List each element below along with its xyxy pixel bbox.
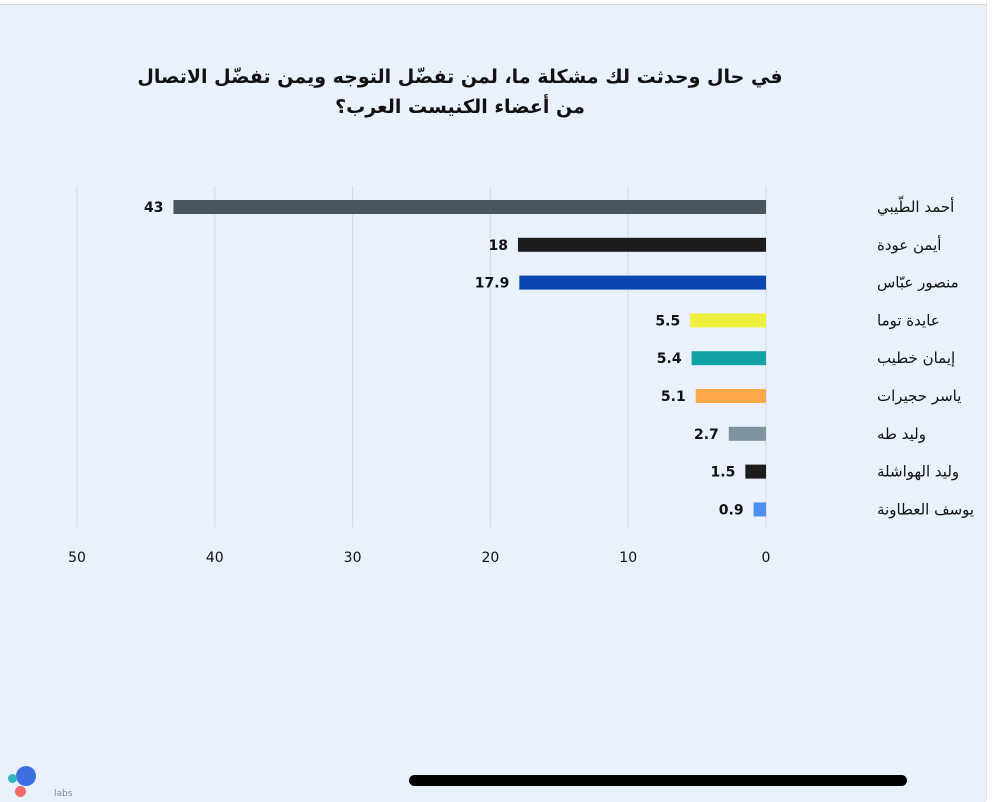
category-label: يوسف العطاونة bbox=[877, 500, 974, 518]
data-label: 43 bbox=[144, 200, 163, 216]
category-label: منصور عبّاس bbox=[877, 274, 959, 292]
data-label: 5.4 bbox=[657, 351, 682, 367]
bar bbox=[519, 275, 766, 290]
category-label: أحمد الطّيبي bbox=[877, 196, 954, 217]
x-tick-label: 40 bbox=[206, 550, 224, 566]
category-label: أيمن عودة bbox=[877, 235, 941, 254]
category-label: إيمان خطيب bbox=[877, 349, 955, 367]
bar bbox=[691, 351, 766, 366]
bar bbox=[517, 237, 766, 252]
bar bbox=[690, 313, 766, 328]
data-label: 5.1 bbox=[661, 389, 686, 405]
bar bbox=[728, 426, 766, 441]
home-indicator[interactable] bbox=[409, 775, 907, 786]
chart-title: في حال وحدثت لك مشكلة ما، لمن تفضّل التو… bbox=[137, 66, 783, 118]
data-label: 0.9 bbox=[719, 502, 744, 518]
data-label: 5.5 bbox=[655, 313, 680, 329]
category-label: وليد طه bbox=[877, 425, 926, 443]
data-label: 17.9 bbox=[475, 276, 510, 292]
window-edge bbox=[986, 0, 997, 801]
x-tick-label: 0 bbox=[762, 550, 771, 566]
category-label: ياسر حجيرات bbox=[877, 387, 961, 405]
chart-card bbox=[0, 4, 986, 802]
bar bbox=[173, 200, 766, 214]
data-label: 2.7 bbox=[694, 427, 719, 443]
data-label: 18 bbox=[488, 238, 507, 254]
x-axis-ticks: 0 10 20 30 40 50 bbox=[68, 550, 770, 566]
brand-logo-icon bbox=[6, 764, 40, 800]
bar bbox=[753, 502, 766, 517]
bar bbox=[695, 389, 766, 403]
category-labels: أحمد الطّيبي أيمن عودة منصور عبّاس عايدة تو… bbox=[877, 196, 974, 519]
x-tick-label: 50 bbox=[68, 550, 86, 566]
value-labels: 43 18 17.9 5.5 5.4 5.1 2.7 1.5 0.9 bbox=[144, 200, 744, 518]
x-tick-label: 20 bbox=[481, 550, 499, 566]
brand-logo-text: labs bbox=[54, 789, 73, 799]
data-label: 1.5 bbox=[711, 465, 736, 481]
category-label: وليد الهواشلة bbox=[877, 463, 959, 481]
category-label: عايدة توما bbox=[877, 311, 940, 329]
bars bbox=[173, 200, 766, 517]
bar bbox=[745, 464, 766, 479]
x-tick-label: 10 bbox=[619, 550, 637, 566]
x-tick-label: 30 bbox=[344, 550, 362, 566]
